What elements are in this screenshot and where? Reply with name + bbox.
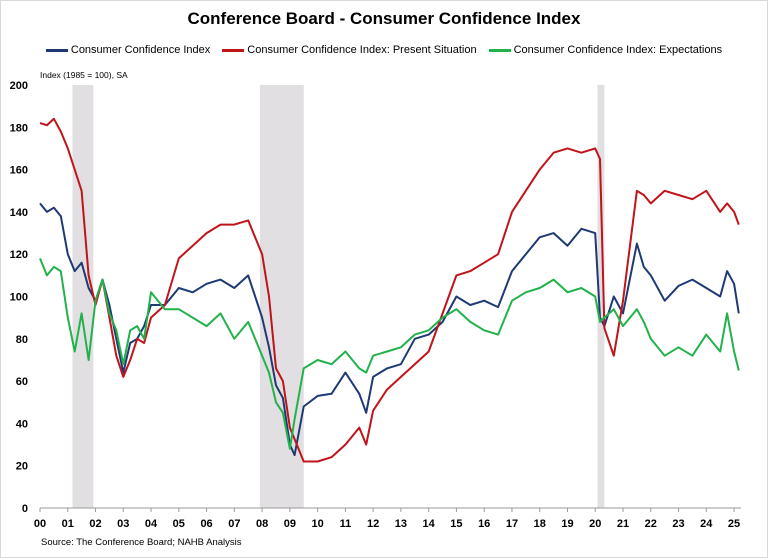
source-note: Source: The Conference Board; NAHB Analy… bbox=[41, 537, 242, 548]
y-tick-label: 20 bbox=[16, 461, 28, 473]
y-tick-label: 100 bbox=[10, 292, 28, 304]
y-tick-label: 120 bbox=[10, 249, 28, 261]
legend-swatch-present bbox=[222, 48, 245, 52]
y-tick-label: 40 bbox=[16, 418, 28, 430]
x-tick-label: 12 bbox=[367, 518, 379, 530]
y-tick-label: 80 bbox=[16, 334, 28, 346]
x-tick-label: 24 bbox=[700, 518, 713, 530]
x-tick-label: 11 bbox=[340, 518, 352, 530]
x-tick-label: 10 bbox=[311, 518, 323, 530]
x-tick-label: 09 bbox=[284, 518, 296, 530]
legend-swatch-expectations bbox=[488, 48, 511, 52]
y-tick-label: 0 bbox=[22, 503, 28, 515]
legend-label-present: Consumer Confidence Index: Present Situa… bbox=[247, 44, 477, 56]
x-tick-label: 18 bbox=[534, 518, 546, 530]
x-tick-label: 17 bbox=[506, 518, 518, 530]
x-tick-label: 22 bbox=[645, 518, 657, 530]
y-axis-units-label: Index (1985 = 100), SA bbox=[40, 70, 128, 80]
legend-label-cci: Consumer Confidence Index bbox=[70, 44, 211, 56]
y-tick-label: 160 bbox=[10, 165, 28, 177]
x-tick-label: 03 bbox=[117, 518, 129, 530]
recession-band-1 bbox=[259, 85, 304, 508]
x-tick-label: 04 bbox=[145, 518, 158, 530]
legend-swatch-cci bbox=[45, 48, 68, 52]
y-tick-label: 200 bbox=[10, 80, 28, 92]
x-tick-label: 13 bbox=[395, 518, 407, 530]
x-tick-label: 01 bbox=[62, 518, 74, 530]
x-tick-label: 23 bbox=[672, 518, 684, 530]
x-tick-label: 06 bbox=[200, 518, 212, 530]
x-tick-label: 00 bbox=[34, 518, 46, 530]
y-tick-label: 180 bbox=[10, 122, 28, 134]
legend-label-expectations: Consumer Confidence Index: Expectations bbox=[513, 44, 723, 56]
x-tick-label: 07 bbox=[228, 518, 240, 530]
x-tick-label: 16 bbox=[478, 518, 490, 530]
legend-item-cci: Consumer Confidence Index bbox=[45, 44, 211, 56]
recession-band-2 bbox=[597, 85, 605, 508]
legend-item-expectations: Consumer Confidence Index: Expectations bbox=[488, 44, 723, 56]
x-tick-label: 02 bbox=[89, 518, 101, 530]
x-tick-label: 14 bbox=[423, 518, 436, 530]
recession-band-0 bbox=[72, 85, 94, 508]
x-tick-label: 15 bbox=[450, 518, 462, 530]
x-tick-label: 25 bbox=[728, 518, 740, 530]
chart-title: Conference Board - Consumer Confidence I… bbox=[187, 9, 581, 28]
chart-legend: Consumer Confidence Index Consumer Confi… bbox=[0, 44, 768, 56]
legend-item-present: Consumer Confidence Index: Present Situa… bbox=[222, 44, 477, 56]
series-line-1 bbox=[39, 117, 740, 463]
x-tick-label: 20 bbox=[589, 518, 601, 530]
x-tick-label: 05 bbox=[173, 518, 185, 530]
x-tick-label: 08 bbox=[256, 518, 268, 530]
x-tick-label: 21 bbox=[617, 518, 629, 530]
series-line-2 bbox=[39, 258, 740, 450]
x-tick-label: 19 bbox=[561, 518, 573, 530]
y-tick-label: 140 bbox=[10, 207, 28, 219]
y-tick-label: 60 bbox=[16, 376, 28, 388]
